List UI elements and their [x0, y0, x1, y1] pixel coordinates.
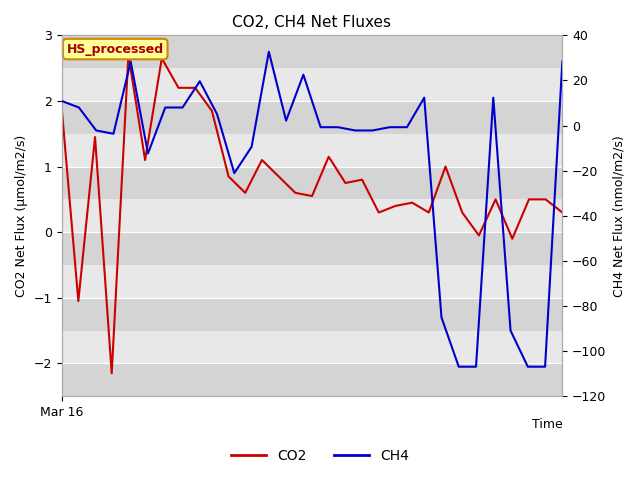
Bar — [61, 363, 563, 396]
Bar — [61, 101, 563, 134]
Bar — [61, 36, 563, 68]
Y-axis label: CH4 Net Flux (nmol/m2/s): CH4 Net Flux (nmol/m2/s) — [612, 135, 625, 297]
Text: HS_processed: HS_processed — [67, 43, 164, 56]
Bar — [61, 167, 563, 199]
Text: Time: Time — [532, 418, 563, 431]
Bar — [61, 298, 563, 331]
Y-axis label: CO2 Net Flux (μmol/m2/s): CO2 Net Flux (μmol/m2/s) — [15, 135, 28, 297]
Bar — [61, 232, 563, 265]
Legend: CO2, CH4: CO2, CH4 — [225, 443, 415, 468]
Title: CO2, CH4 Net Fluxes: CO2, CH4 Net Fluxes — [232, 15, 392, 30]
